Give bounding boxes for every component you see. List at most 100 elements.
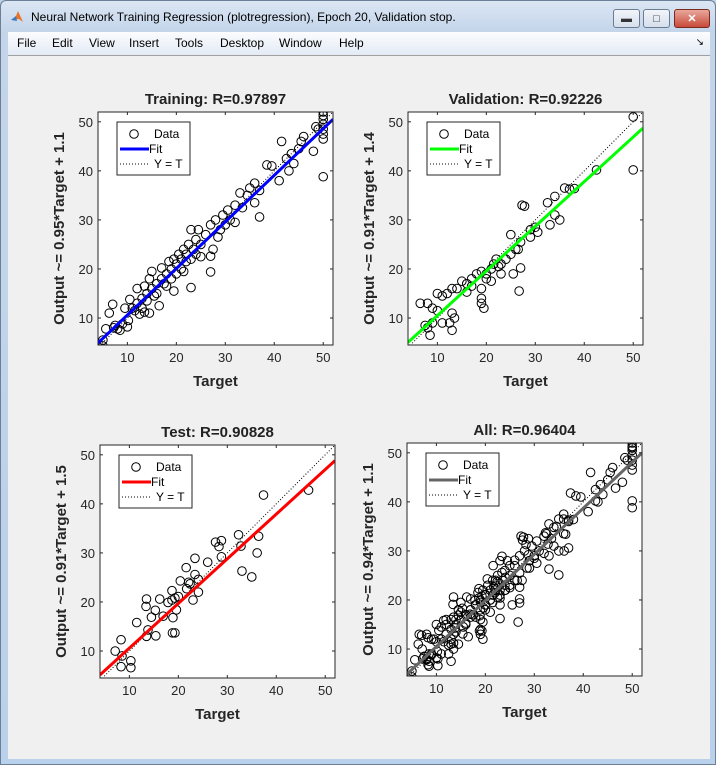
data-point (190, 553, 200, 564)
data-point (550, 210, 560, 220)
x-axis-label: Target (503, 373, 548, 390)
x-tick-label: 50 (316, 350, 330, 365)
data-point (318, 124, 329, 134)
minimize-button[interactable]: ▬ (613, 9, 640, 28)
close-button[interactable]: ✕ (674, 9, 710, 28)
data-point (505, 560, 515, 571)
data-point (497, 567, 507, 578)
test-plot: Test: R=0.90828 10 20 30 40 50 10 20 30 40 50 Targe… (42, 418, 342, 738)
data-point (617, 477, 628, 488)
data-point (448, 612, 459, 622)
data-point (479, 303, 489, 314)
data-point (436, 622, 447, 632)
data-point (496, 269, 506, 279)
menu-insert[interactable]: Insert (129, 36, 160, 50)
menu-tools[interactable]: Tools (175, 36, 204, 50)
plot-title: Validation: R=0.92226 (449, 91, 603, 108)
data-point (116, 661, 126, 672)
data-point (540, 527, 551, 538)
y-tick-label: 30 (389, 213, 403, 228)
data-point (167, 628, 178, 638)
data-point (558, 509, 569, 519)
data-point (170, 628, 180, 638)
menu-help[interactable]: Help (339, 36, 364, 50)
fit-line (100, 459, 335, 676)
title-bar[interactable]: Neural Network Training Regression (plot… (1, 1, 715, 31)
minimize-icon: ▬ (621, 12, 632, 25)
data-point (453, 610, 464, 620)
legend-label: Data (156, 460, 182, 474)
menu-file[interactable]: File (17, 36, 37, 50)
data-point (125, 294, 135, 305)
plot-svg: Training: R=0.97897 10 20 30 40 50 10 20 30 40 50 T… (51, 91, 334, 390)
data-point (571, 491, 581, 501)
x-tick-label: 20 (169, 350, 183, 365)
data-point (193, 587, 204, 597)
y-tick-label: 30 (79, 213, 93, 228)
matlab-icon (11, 11, 23, 22)
data-point (237, 566, 247, 576)
validation-plot: Validation: R=0.92226 10 20 30 40 50 10 20 30 40 5… (350, 85, 650, 405)
x-tick-label: 40 (576, 681, 590, 696)
data-point (230, 217, 240, 228)
data-point (164, 256, 174, 267)
x-tick-label: 40 (267, 350, 281, 365)
y-axis-label: Output ~= 0.91*Target + 1.4 (361, 131, 378, 324)
data-point (495, 555, 505, 566)
data-point (610, 483, 621, 493)
data-point (424, 649, 434, 659)
plot-area (407, 443, 642, 676)
legend-label: Data (464, 127, 490, 141)
window-title: Neural Network Training Regression (plot… (31, 10, 456, 24)
menu-edit[interactable]: Edit (52, 36, 73, 50)
data-point (188, 595, 198, 605)
data-point (531, 558, 542, 568)
data-point (433, 654, 443, 664)
data-point (141, 601, 151, 612)
data-point (202, 557, 213, 568)
data-point (585, 467, 596, 478)
menu-desktop[interactable]: Desktop (220, 36, 265, 50)
data-point (465, 609, 475, 619)
data-point (627, 502, 638, 513)
data-point (486, 276, 497, 287)
data-point (544, 551, 554, 561)
data-point (523, 533, 534, 544)
menu-window[interactable]: Window (279, 36, 322, 50)
data-point (508, 269, 519, 279)
data-point (230, 200, 240, 210)
data-point (544, 519, 554, 529)
y-tick-label: 20 (81, 595, 95, 610)
data-point (474, 626, 485, 636)
data-point (458, 629, 468, 639)
data-point (274, 175, 284, 186)
x-tick-label: 10 (429, 681, 443, 696)
data-point (463, 631, 473, 642)
data-point (258, 490, 269, 500)
menu-view[interactable]: View (89, 36, 115, 50)
maximize-button[interactable]: □ (643, 9, 670, 28)
data-point (236, 541, 246, 551)
data-point (141, 594, 152, 604)
data-point (487, 575, 498, 586)
data-point (196, 239, 206, 250)
data-point (627, 496, 638, 506)
y-axis-label: Output ~= 0.95*Target + 1.1 (51, 132, 68, 325)
data-point (173, 591, 184, 602)
dock-arrow-icon[interactable]: ↘ (695, 37, 704, 48)
data-point (144, 308, 155, 318)
data-point (476, 293, 487, 304)
x-tick-label: 30 (528, 350, 542, 365)
data-point (500, 585, 511, 595)
plot-area (100, 445, 335, 678)
y-tick-label: 40 (389, 164, 403, 179)
data-point (431, 619, 442, 630)
data-point (446, 639, 456, 649)
y-tick-label: 50 (79, 115, 93, 130)
fit-line (407, 451, 642, 676)
plot-svg: Test: R=0.90828 10 20 30 40 50 10 20 30 40 50 Targe… (53, 424, 336, 723)
data-point (558, 514, 569, 524)
data-point (495, 593, 505, 603)
